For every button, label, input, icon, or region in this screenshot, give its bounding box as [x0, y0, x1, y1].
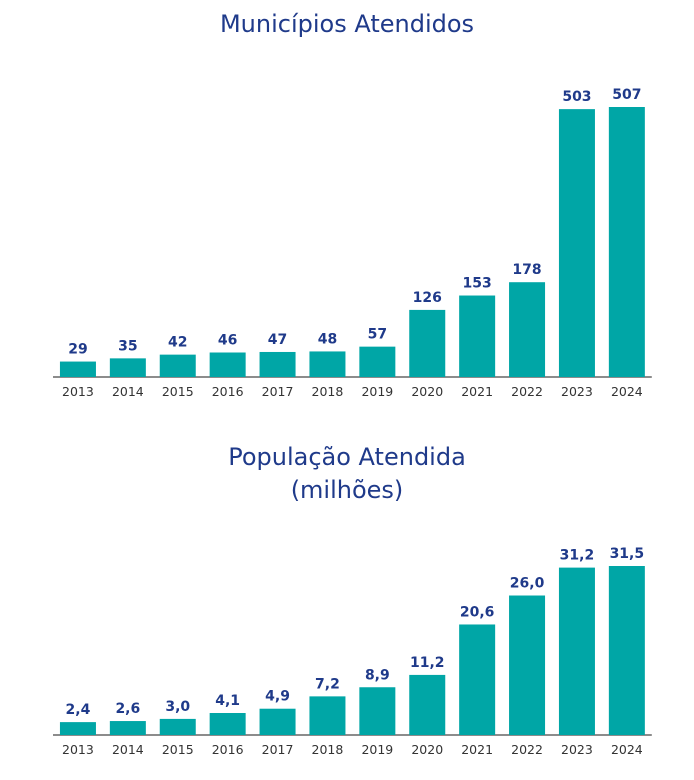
chart1-tick-2019: 2019	[361, 384, 393, 399]
chart2-value-label-2013: 2,4	[66, 702, 91, 718]
chart2-bar-2018	[309, 696, 346, 735]
chart2-subtitle: (milhões)	[290, 476, 404, 504]
chart1-bar-2017	[259, 351, 296, 377]
chart2-value-label-2019: 8,9	[365, 667, 390, 683]
chart1-municipios: 29 2013 35 2014 42 2015 46 2016 47 2017 48 2018 57 20…	[53, 87, 652, 399]
chart2-bar-2019	[359, 687, 396, 735]
chart2-tick-2014: 2014	[112, 742, 144, 757]
chart1-value-label-2017: 47	[268, 332, 287, 348]
chart2-tick-2020: 2020	[411, 742, 443, 757]
chart2-populacao: 2,4 2013 2,6 2014 3,0 2015 4,1 2016 4,9 2017 7,2 20…	[53, 546, 652, 757]
chart2-bar-2017	[259, 708, 296, 735]
chart2-tick-2021: 2021	[461, 742, 493, 757]
chart1-value-label-2021: 153	[463, 276, 492, 292]
chart2-value-label-2024: 31,5	[610, 546, 645, 562]
chart2-bar-2016	[209, 713, 246, 735]
chart1-tick-2013: 2013	[62, 384, 94, 399]
chart1-bar-2022	[509, 282, 546, 377]
chart1-value-label-2014: 35	[118, 338, 137, 354]
chart1-tick-2020: 2020	[411, 384, 443, 399]
chart2-value-label-2023: 31,2	[560, 548, 595, 564]
chart1-tick-2017: 2017	[262, 384, 294, 399]
chart1-bar-2014	[109, 358, 146, 377]
chart1-bar-2015	[159, 354, 196, 377]
chart2-tick-2013: 2013	[62, 742, 94, 757]
chart1-value-label-2022: 178	[512, 262, 541, 278]
chart1-value-label-2024: 507	[612, 87, 641, 103]
chart2-tick-2023: 2023	[561, 742, 593, 757]
chart2-value-label-2016: 4,1	[215, 693, 240, 709]
chart1-value-label-2019: 57	[368, 327, 387, 343]
chart1-bar-2016	[209, 352, 246, 377]
chart2-value-label-2018: 7,2	[315, 676, 340, 692]
chart1-bar-2020	[409, 309, 446, 377]
chart2-value-label-2021: 20,6	[460, 604, 495, 620]
chart2-bar-2023	[558, 567, 595, 735]
chart1-value-label-2020: 126	[413, 290, 442, 306]
chart2-value-label-2022: 26,0	[510, 576, 545, 592]
chart2-tick-2016: 2016	[212, 742, 244, 757]
chart2-bar-2021	[459, 624, 496, 735]
chart2-bar-2013	[59, 722, 96, 735]
chart1-tick-2018: 2018	[312, 384, 344, 399]
chart2-tick-2022: 2022	[511, 742, 543, 757]
chart2-bar-2015	[159, 718, 196, 735]
chart2-value-label-2015: 3,0	[165, 699, 190, 715]
chart1-title: Municípios Atendidos	[219, 10, 475, 38]
chart1-bar-2023	[558, 109, 595, 377]
chart1-tick-2022: 2022	[511, 384, 543, 399]
chart2-tick-2017: 2017	[262, 742, 294, 757]
chart2-bar-2022	[509, 595, 546, 735]
chart1-bar-2024	[608, 107, 645, 377]
chart1-bar-2021	[459, 295, 496, 377]
chart1-bar-2019	[359, 346, 396, 377]
chart2-title: População Atendida	[228, 443, 466, 471]
chart2-bar-2014	[109, 721, 146, 735]
chart2-bar-2024	[608, 566, 645, 735]
chart1-value-label-2016: 46	[218, 333, 237, 349]
chart1-tick-2016: 2016	[212, 384, 244, 399]
chart1-value-label-2013: 29	[68, 342, 87, 358]
chart1-tick-2024: 2024	[611, 384, 643, 399]
chart1-tick-2014: 2014	[112, 384, 144, 399]
chart2-bar-2020	[409, 674, 446, 735]
chart2-value-label-2020: 11,2	[410, 655, 445, 671]
chart1-value-label-2015: 42	[168, 335, 187, 351]
chart2-tick-2015: 2015	[162, 742, 194, 757]
chart1-tick-2021: 2021	[461, 384, 493, 399]
chart2-tick-2018: 2018	[312, 742, 344, 757]
chart2-value-label-2014: 2,6	[115, 701, 140, 717]
chart2-tick-2019: 2019	[361, 742, 393, 757]
chart1-bar-2013	[59, 361, 96, 377]
chart2-value-label-2017: 4,9	[265, 689, 290, 705]
chart1-tick-2023: 2023	[561, 384, 593, 399]
chart2-tick-2024: 2024	[611, 742, 643, 757]
chart1-value-label-2023: 503	[562, 89, 591, 105]
chart1-bar-2018	[309, 351, 346, 377]
chart1-value-label-2018: 48	[318, 331, 337, 347]
chart1-tick-2015: 2015	[162, 384, 194, 399]
